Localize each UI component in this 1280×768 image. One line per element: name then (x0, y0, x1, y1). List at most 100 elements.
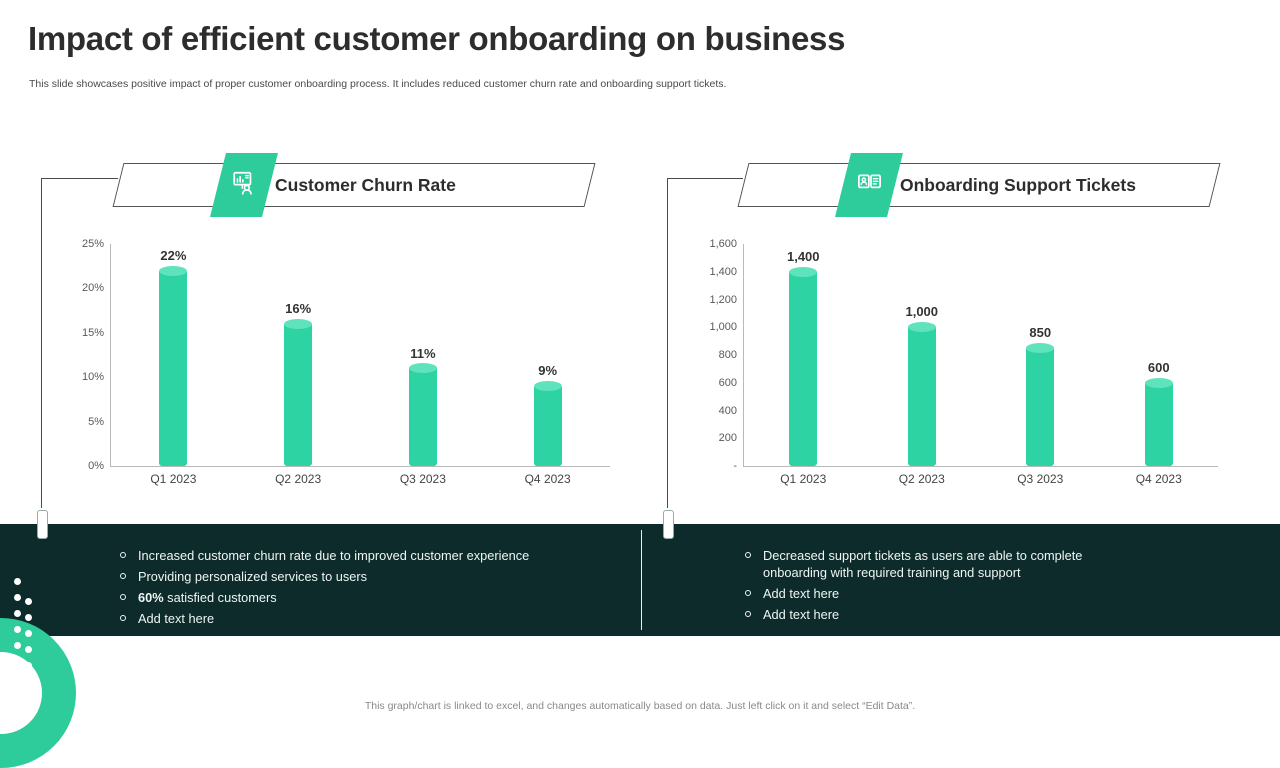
bar[interactable] (284, 318, 313, 466)
page-title: Impact of efficient customer onboarding … (28, 20, 846, 57)
insights-list-right: Decreased support tickets as users are a… (745, 547, 1145, 627)
right-connector-cap (663, 510, 674, 539)
chart-header-left-badge (210, 153, 278, 217)
x-axis-label: Q2 2023 (275, 472, 322, 486)
decorative-dots-column-1 (14, 578, 21, 706)
right-chart-y-axis (743, 244, 744, 467)
list-item: Add text here (120, 610, 620, 627)
y-tick: 400 (718, 404, 737, 417)
x-axis-label: Q1 2023 (150, 472, 197, 486)
bullet-icon (120, 594, 126, 600)
bar-column[interactable]: 22% Q1 2023 (111, 244, 236, 486)
left-chart-y-ticks: 25% 20% 15% 10% 5% 0% (60, 236, 104, 475)
list-item-highlight: 60% (138, 590, 164, 605)
bar-value-label: 11% (410, 346, 436, 361)
chart-header-left: Customer Churn Rate (112, 153, 596, 217)
bullet-icon (120, 552, 126, 558)
left-connector-cap (37, 510, 48, 539)
bar-value-label: 22% (160, 248, 187, 263)
y-tick: 1,000 (709, 321, 737, 334)
list-item-label: Add text here (763, 586, 840, 601)
left-chart-plot-area: 22% Q1 2023 16% Q2 2023 11% Q3 2023 9% Q… (111, 244, 610, 486)
slide-root: Impact of efficient customer onboarding … (0, 20, 1280, 768)
bar-value-label: 16% (285, 301, 312, 316)
x-axis-label: Q4 2023 (524, 472, 571, 486)
list-item-text: satisfied customers (163, 590, 277, 605)
y-tick: 200 (718, 432, 737, 445)
y-tick: 25% (81, 238, 104, 250)
list-item-label: Decreased support tickets as users are a… (763, 548, 1083, 580)
right-connector-horizontal (667, 178, 743, 179)
bar[interactable] (408, 363, 437, 466)
y-tick: 1,200 (709, 293, 737, 306)
chart-header-right-title: Onboarding Support Tickets (900, 175, 1136, 195)
chart-customer-churn-rate: 25% 20% 15% 10% 5% 0% 22% Q1 2023 16% Q2… (60, 236, 620, 496)
right-chart-y-ticks: 1,600 1,400 1,200 1,000 800 600 400 200 … (685, 236, 737, 475)
list-item: Decreased support tickets as users are a… (745, 547, 1145, 581)
page-subtitle: This slide showcases positive impact of … (29, 78, 727, 90)
list-item-label: Add text here (138, 611, 215, 626)
bar-column[interactable]: 16% Q2 2023 (236, 244, 361, 486)
left-connector-horizontal (41, 178, 118, 179)
insights-list-left: Increased customer churn rate due to imp… (120, 547, 620, 631)
support-ticket-icon (852, 170, 886, 201)
left-connector-vertical (41, 178, 42, 508)
x-axis-label: Q2 2023 (898, 472, 945, 486)
list-item: Add text here (745, 606, 1145, 623)
bar-value-label: 850 (1029, 325, 1052, 340)
x-axis-label: Q1 2023 (780, 472, 827, 486)
decorative-ring (0, 618, 76, 768)
y-tick: 10% (81, 371, 104, 384)
chart-header-right-badge (835, 153, 903, 217)
left-chart-x-axis (110, 466, 610, 467)
bullet-icon (745, 611, 751, 617)
bar[interactable] (1144, 377, 1173, 466)
bar-column[interactable]: 850 Q3 2023 (981, 244, 1100, 486)
chart-header-right: Onboarding Support Tickets (737, 153, 1221, 217)
x-axis-label: Q3 2023 (399, 472, 446, 486)
bar-column[interactable]: 9% Q4 2023 (485, 244, 610, 486)
y-tick: - (733, 460, 737, 472)
decorative-dots-column-2 (25, 598, 32, 710)
bar-column[interactable]: 11% Q3 2023 (361, 244, 486, 486)
y-tick: 600 (718, 376, 737, 389)
y-tick: 1,600 (709, 238, 737, 250)
list-item-label: Increased customer churn rate due to imp… (138, 548, 530, 563)
right-chart-x-axis (743, 466, 1218, 467)
list-item: Increased customer churn rate due to imp… (120, 547, 620, 564)
chart-onboarding-support-tickets: 1,600 1,400 1,200 1,000 800 600 400 200 … (685, 236, 1245, 496)
bullet-icon (120, 573, 126, 579)
bar[interactable] (533, 381, 562, 466)
bar-value-label: 9% (538, 363, 558, 378)
bar[interactable] (159, 265, 188, 466)
bullet-icon (745, 552, 751, 558)
y-tick: 0% (88, 460, 104, 472)
list-item-label: 60% satisfied customers (138, 589, 277, 606)
presentation-chart-icon (227, 170, 261, 201)
y-tick: 800 (718, 349, 737, 361)
list-item-label: Providing personalized services to users (138, 569, 368, 584)
bar-column[interactable]: 600 Q4 2023 (1100, 244, 1219, 486)
y-tick: 15% (81, 326, 104, 339)
bar[interactable] (907, 322, 936, 466)
right-chart-plot-area: 1,400 Q1 2023 1,000 Q2 2023 850 Q3 2023 … (744, 244, 1219, 486)
bullet-icon (745, 590, 751, 596)
list-item-label: Add text here (763, 607, 840, 622)
bar-value-label: 600 (1147, 360, 1170, 375)
list-item: 60% satisfied customers (120, 589, 620, 606)
bar-value-label: 1,400 (786, 249, 820, 264)
x-axis-label: Q4 2023 (1135, 472, 1182, 486)
bar-column[interactable]: 1,400 Q1 2023 (744, 244, 863, 486)
y-tick: 20% (81, 282, 104, 295)
insights-panel (0, 524, 1280, 636)
bar-column[interactable]: 1,000 Q2 2023 (863, 244, 982, 486)
footnote: This graph/chart is linked to excel, and… (364, 700, 916, 712)
insights-panel-divider (641, 530, 642, 630)
bar[interactable] (1026, 343, 1055, 466)
list-item: Add text here (745, 585, 1145, 602)
list-item: Providing personalized services to users (120, 568, 620, 585)
y-tick: 5% (88, 415, 104, 428)
bar-value-label: 1,000 (905, 304, 939, 319)
bar[interactable] (789, 266, 818, 466)
left-chart-y-axis (110, 244, 111, 467)
